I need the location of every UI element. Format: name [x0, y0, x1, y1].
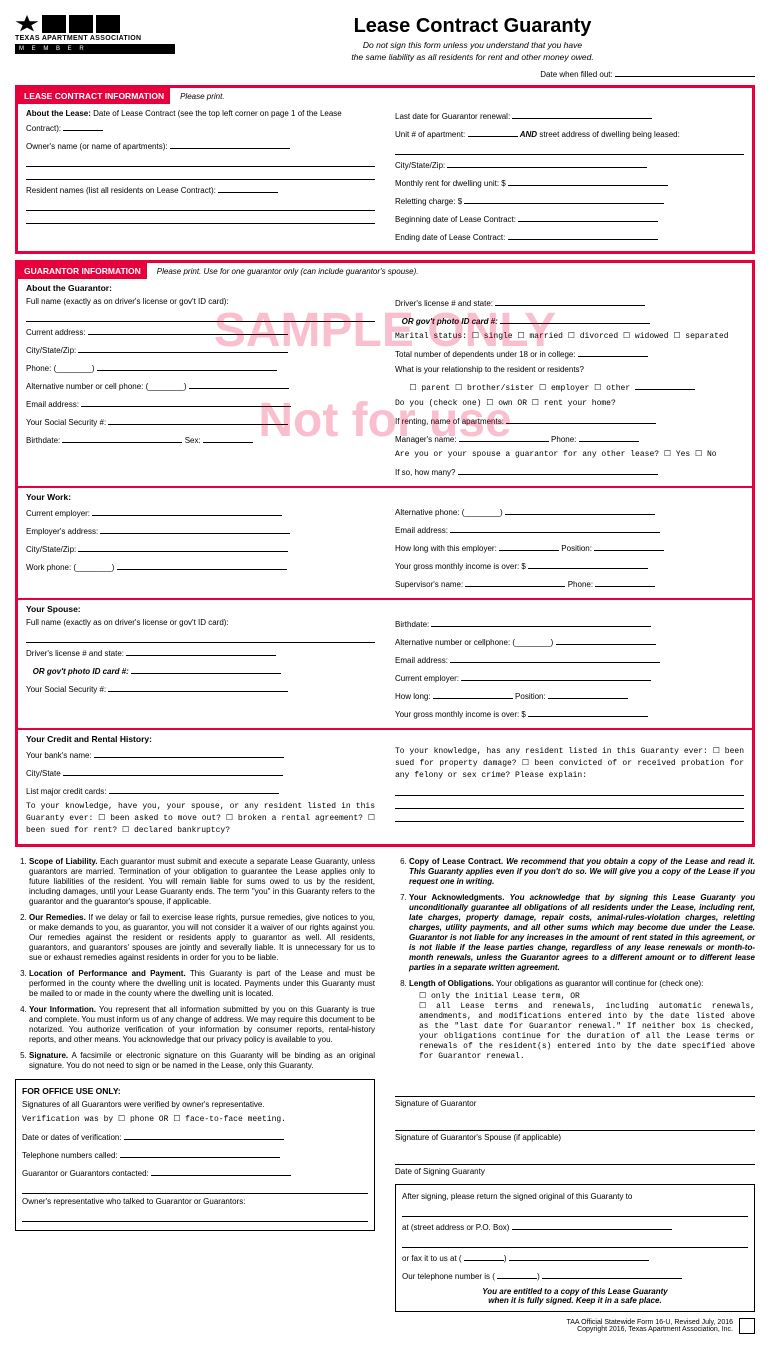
- guarantor-signature-line[interactable]: [395, 1082, 755, 1097]
- logo-block: TEXAS APARTMENT ASSOCIATION M E M B E R: [15, 15, 175, 54]
- date-signing-line[interactable]: [395, 1150, 755, 1165]
- lease-info-box: LEASE CONTRACT INFORMATION Please print.…: [15, 85, 755, 254]
- date-filled: Date when filled out:: [15, 66, 755, 79]
- org-name: TEXAS APARTMENT ASSOCIATION: [15, 35, 175, 42]
- subtitle-2: the same liability as all residents for …: [190, 52, 755, 62]
- member-bar: M E M B E R: [15, 44, 175, 54]
- footer: TAA Official Statewide Form 16-U, Revise…: [15, 1318, 755, 1334]
- section-2-header: GUARANTOR INFORMATION: [18, 263, 147, 279]
- return-box: After signing, please return the signed …: [395, 1184, 755, 1312]
- office-use-box: FOR OFFICE USE ONLY: Signatures of all G…: [15, 1079, 375, 1231]
- section-1-note: Please print.: [170, 92, 224, 101]
- header: TEXAS APARTMENT ASSOCIATION M E M B E R …: [15, 15, 755, 62]
- section-2-note: Please print. Use for one guarantor only…: [147, 267, 419, 276]
- spouse-signature-line[interactable]: [395, 1116, 755, 1131]
- guarantor-info-box: GUARANTOR INFORMATION Please print. Use …: [15, 260, 755, 847]
- subtitle-1: Do not sign this form unless you underst…: [190, 40, 755, 50]
- page-title: Lease Contract Guaranty: [190, 15, 755, 38]
- equal-housing-icon: [739, 1318, 755, 1334]
- section-1-header: LEASE CONTRACT INFORMATION: [18, 88, 170, 104]
- terms-section: Scope of Liability. Each guarantor must …: [15, 857, 755, 1312]
